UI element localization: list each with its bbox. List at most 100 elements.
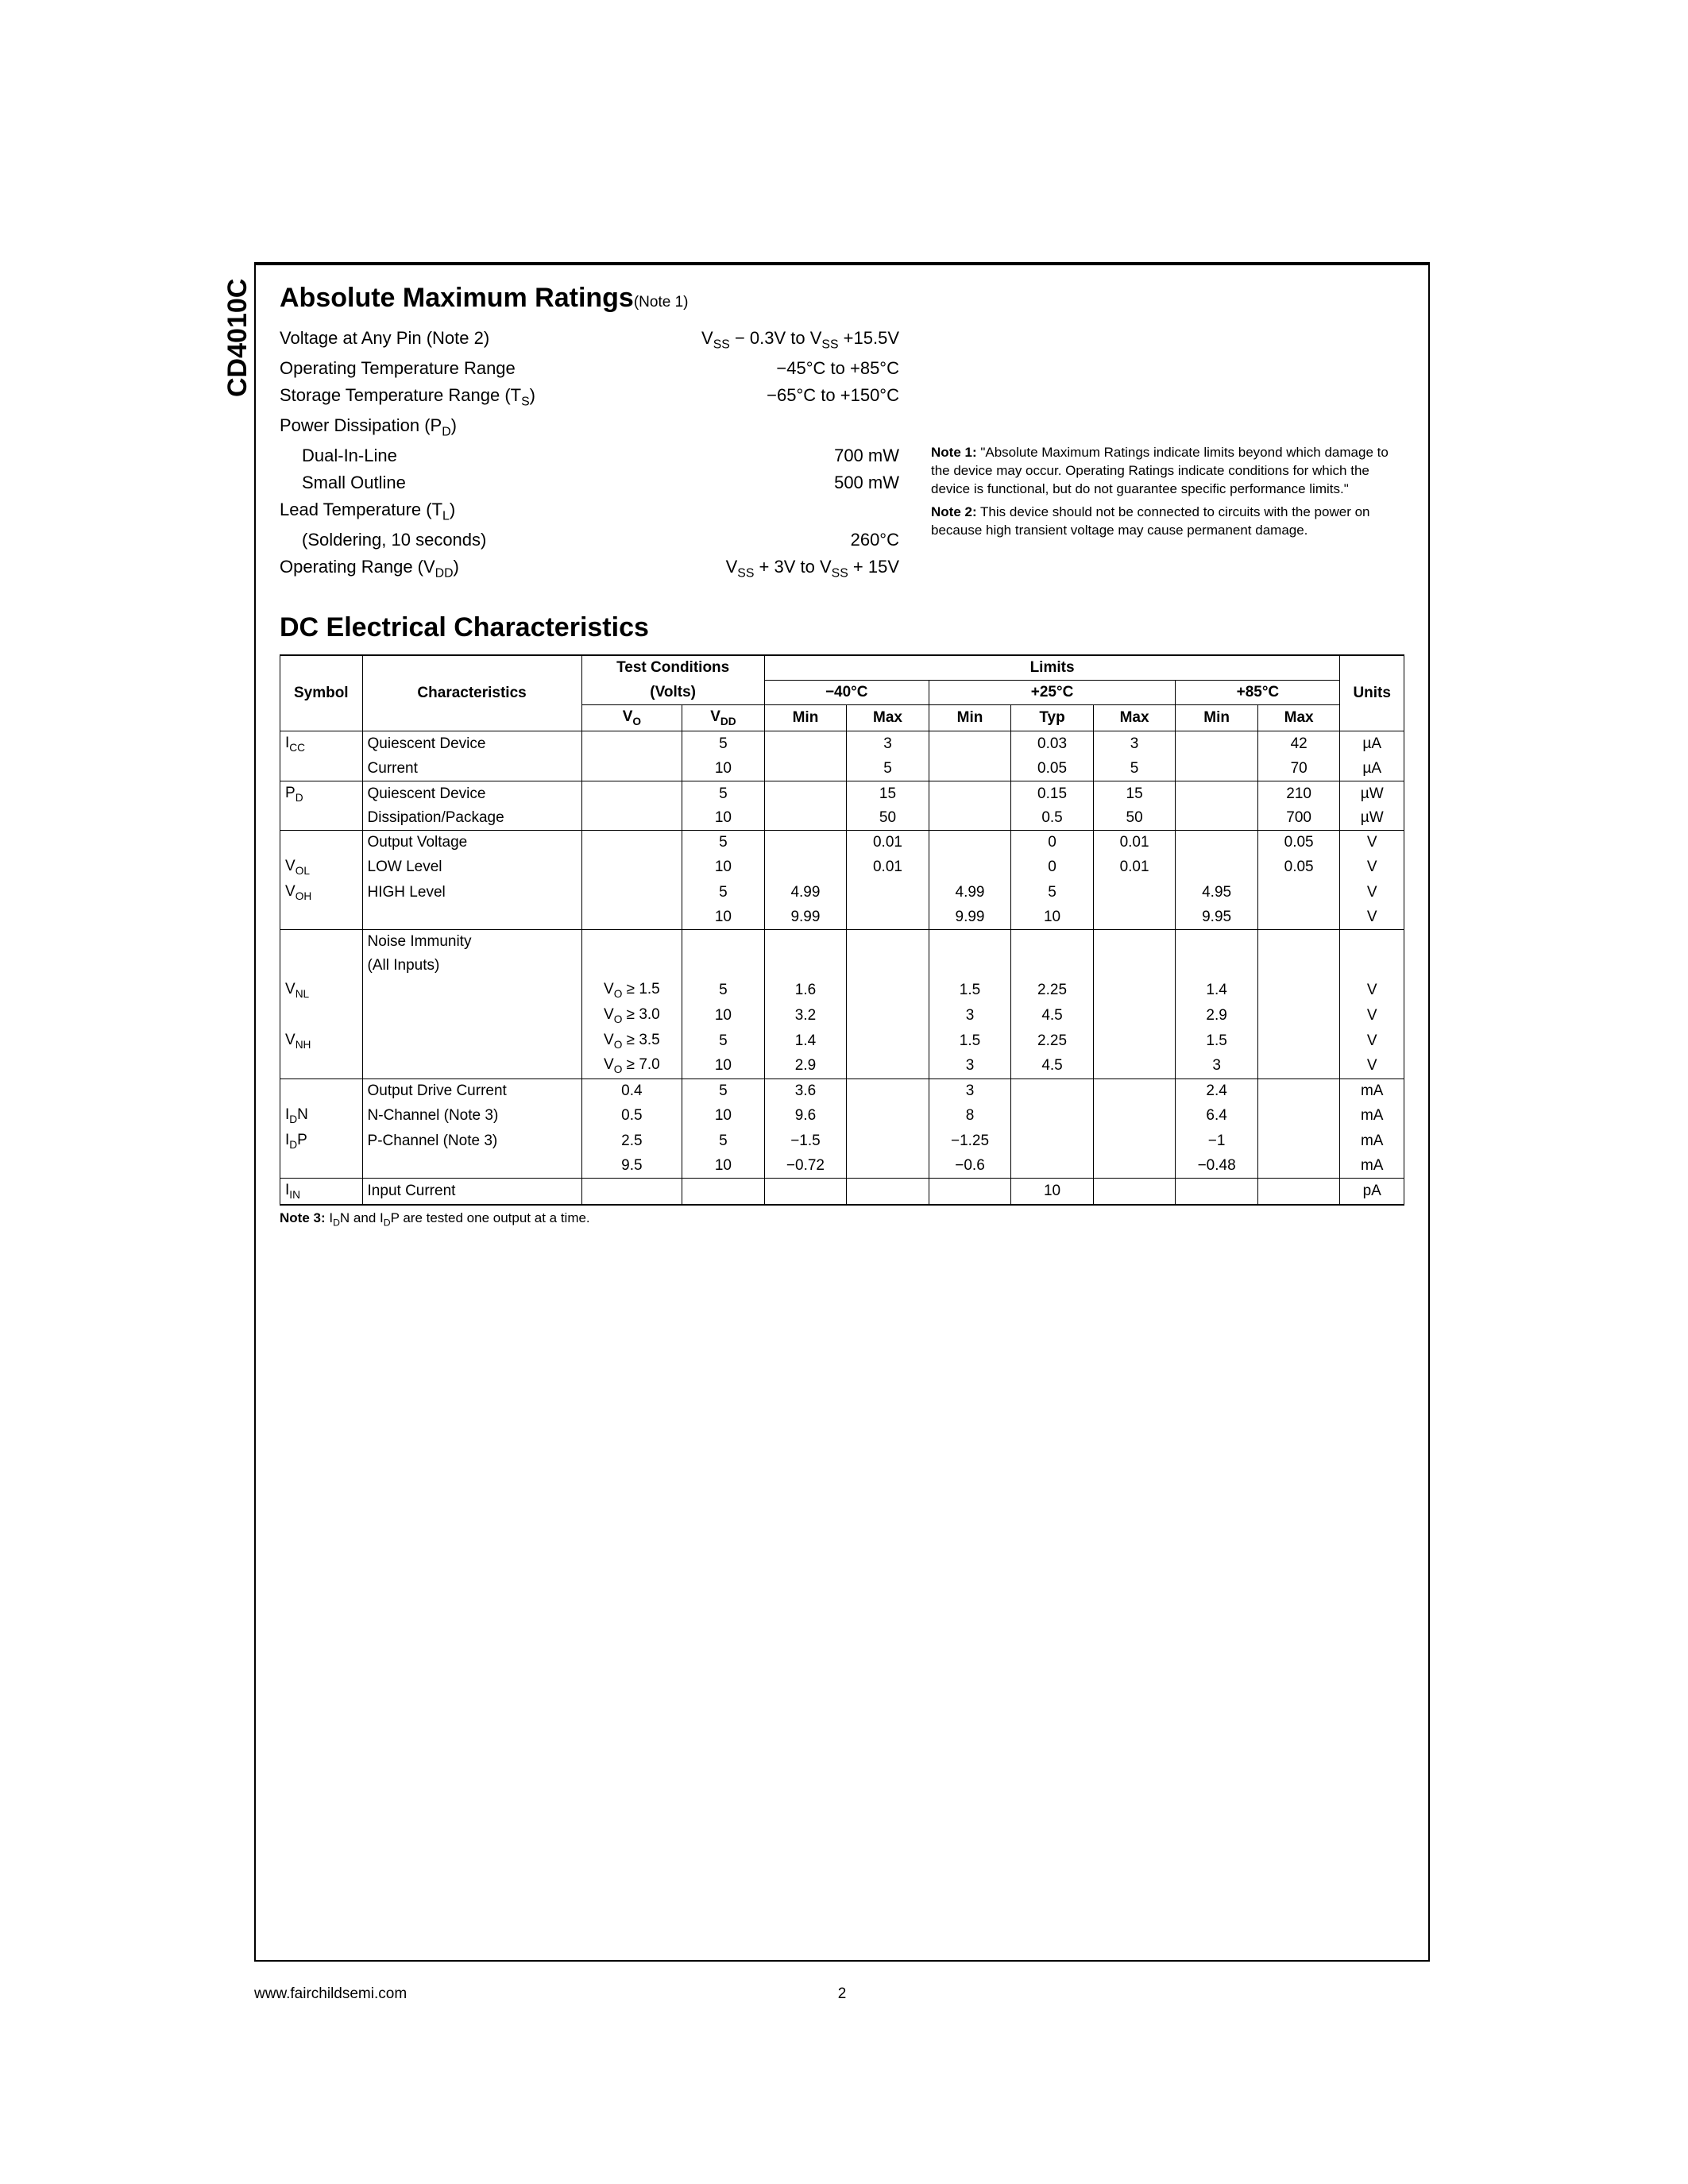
table-row: Output Drive Current0.453.632.4mA <box>280 1079 1404 1104</box>
table-cell <box>929 855 1011 880</box>
table-row: Dissipation/Package10500.550700µW <box>280 806 1404 831</box>
table-cell <box>682 930 765 955</box>
table-cell <box>929 954 1011 978</box>
table-cell <box>280 1154 363 1179</box>
table-cell <box>280 831 363 855</box>
hdr-max1: Max <box>847 705 929 731</box>
table-cell: 10 <box>682 757 765 781</box>
table-cell <box>1176 806 1258 831</box>
table-cell: 10 <box>1011 905 1094 930</box>
table-cell: 3.6 <box>764 1079 847 1104</box>
table-cell <box>847 1178 929 1204</box>
table-cell <box>929 731 1011 756</box>
table-cell: 9.99 <box>929 905 1011 930</box>
table-cell: 0.4 <box>581 1079 682 1104</box>
table-cell <box>847 930 929 955</box>
table-cell: 3 <box>1093 731 1176 756</box>
table-cell: 10 <box>682 855 765 880</box>
table-row: VOLLOW Level100.0100.010.05V <box>280 855 1404 880</box>
ratings-row: Small Outline500 mW <box>280 469 899 496</box>
table-cell <box>764 781 847 806</box>
ratings-row: Power Dissipation (PD) <box>280 412 899 442</box>
hdr-vdd: VDD <box>682 705 765 731</box>
hdr-test-conditions: Test Conditions <box>581 655 764 681</box>
table-cell <box>1011 954 1094 978</box>
table-cell <box>581 831 682 855</box>
hdr-max2: Max <box>1093 705 1176 731</box>
table-cell <box>847 880 929 905</box>
ratings-label: (Soldering, 10 seconds) <box>280 527 629 554</box>
table-cell: N-Channel (Note 3) <box>362 1103 581 1129</box>
table-cell <box>847 1103 929 1129</box>
table-cell <box>1176 781 1258 806</box>
table-cell: µA <box>1340 757 1404 781</box>
table-cell <box>581 880 682 905</box>
table-cell <box>1093 1103 1176 1129</box>
table-cell <box>929 1178 1011 1204</box>
ratings-value: −45°C to +85°C <box>629 355 899 382</box>
table-cell <box>1093 1079 1176 1104</box>
table-cell: LOW Level <box>362 855 581 880</box>
table-cell <box>362 1154 581 1179</box>
table-cell: 42 <box>1257 731 1340 756</box>
table-cell <box>1093 1003 1176 1028</box>
table-row: VO ≥ 7.0102.934.53V <box>280 1053 1404 1078</box>
table-cell <box>1011 930 1094 955</box>
table-row: Noise Immunity <box>280 930 1404 955</box>
table-cell <box>1257 1053 1340 1078</box>
table-cell: 0.5 <box>581 1103 682 1129</box>
table-cell <box>581 930 682 955</box>
table-cell: 0.15 <box>1011 781 1094 806</box>
table-cell: 3 <box>1176 1053 1258 1078</box>
table-cell: Output Drive Current <box>362 1079 581 1104</box>
table-cell <box>929 757 1011 781</box>
table-cell <box>581 1178 682 1204</box>
ratings-row: Voltage at Any Pin (Note 2)VSS − 0.3V to… <box>280 325 899 355</box>
table-cell: 5 <box>682 1129 765 1154</box>
content-frame: Absolute Maximum Ratings(Note 1) Voltage… <box>254 262 1430 1962</box>
ratings-label: Lead Temperature (TL) <box>280 496 629 527</box>
table-cell <box>581 781 682 806</box>
hdr-vo: VO <box>581 705 682 731</box>
hdr-min3: Min <box>1176 705 1258 731</box>
abs-max-title-text: Absolute Maximum Ratings <box>280 283 634 313</box>
table-cell <box>1257 978 1340 1003</box>
table-cell: 0.03 <box>1011 731 1094 756</box>
table-cell: −0.72 <box>764 1154 847 1179</box>
table-cell <box>1093 930 1176 955</box>
ratings-value: VSS − 0.3V to VSS +15.5V <box>629 325 899 355</box>
table-cell: 0.05 <box>1011 757 1094 781</box>
table-cell: mA <box>1340 1154 1404 1179</box>
table-cell <box>1093 1178 1176 1204</box>
table-cell <box>764 806 847 831</box>
ratings-value: VSS + 3V to VSS + 15V <box>629 554 899 584</box>
hdr-volts: (Volts) <box>581 681 764 705</box>
table-cell: 0.01 <box>1093 831 1176 855</box>
table-cell: 5 <box>1093 757 1176 781</box>
table-cell: µW <box>1340 781 1404 806</box>
dc-table: Symbol Characteristics Test Conditions L… <box>280 654 1404 1206</box>
table-cell <box>280 1003 363 1028</box>
table-cell: 10 <box>682 1154 765 1179</box>
ratings-label: Dual-In-Line <box>280 442 629 469</box>
table-cell: VOH <box>280 880 363 905</box>
table-cell <box>929 781 1011 806</box>
table-cell <box>1176 855 1258 880</box>
table-cell <box>1257 1028 1340 1054</box>
table-cell <box>1176 954 1258 978</box>
ratings-value: −65°C to +150°C <box>629 382 899 412</box>
table-cell: 6.4 <box>1176 1103 1258 1129</box>
table-cell <box>280 954 363 978</box>
table-cell <box>1257 930 1340 955</box>
footer-pagenum: 2 <box>646 1985 1037 2003</box>
table-cell <box>280 757 363 781</box>
table-cell <box>764 731 847 756</box>
table-cell: 10 <box>682 1053 765 1078</box>
note-text: Note 2: This device should not be connec… <box>931 504 1392 540</box>
table-cell <box>1176 831 1258 855</box>
table-cell: P-Channel (Note 3) <box>362 1129 581 1154</box>
table-cell: 5 <box>682 880 765 905</box>
table-cell: VO ≥ 1.5 <box>581 978 682 1003</box>
table-cell: Dissipation/Package <box>362 806 581 831</box>
table-row: (All Inputs) <box>280 954 1404 978</box>
